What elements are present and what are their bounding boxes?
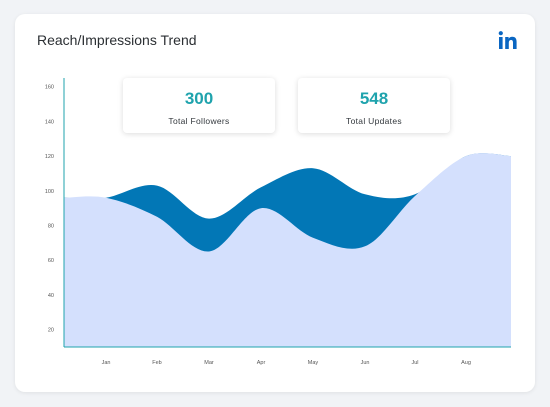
y-tick-label: 40 [48,293,54,299]
y-tick-label: 20 [48,328,54,334]
trend-card: Reach/Impressions Trend 160 140 120 100 80 60… [15,14,535,392]
x-tick-label: Mar [204,360,214,366]
x-tick-label: Jul [411,360,418,366]
y-tick-label: 160 [45,85,54,91]
widget-title: Reach/Impressions Trend [37,32,197,48]
followers-count: 300 [184,89,214,108]
x-tick-label: May [308,360,319,366]
followers-label: Total Followers [168,116,230,126]
linkedin-icon[interactable] [498,30,518,50]
x-tick-label: Apr [257,360,266,366]
x-tick-label: Jan [102,360,111,366]
x-tick-label: Aug [461,360,471,366]
updates-count: 548 [359,89,389,108]
y-tick-label: 100 [45,189,54,195]
series-lower-area [64,153,511,347]
x-tick-label: Feb [152,360,161,366]
y-tick-label: 80 [48,224,54,230]
y-tick-label: 60 [48,258,54,264]
x-tick-label: Jun [361,360,370,366]
stat-card-followers: 300 Total Followers [123,78,275,133]
stat-card-updates: 548 Total Updates [298,78,450,133]
y-tick-label: 140 [45,119,54,125]
updates-label: Total Updates [346,116,402,126]
area-chart: 160 140 120 100 80 60 40 20 Jan Feb Mar Apr May Jun J… [45,78,511,366]
y-tick-label: 120 [45,154,54,160]
